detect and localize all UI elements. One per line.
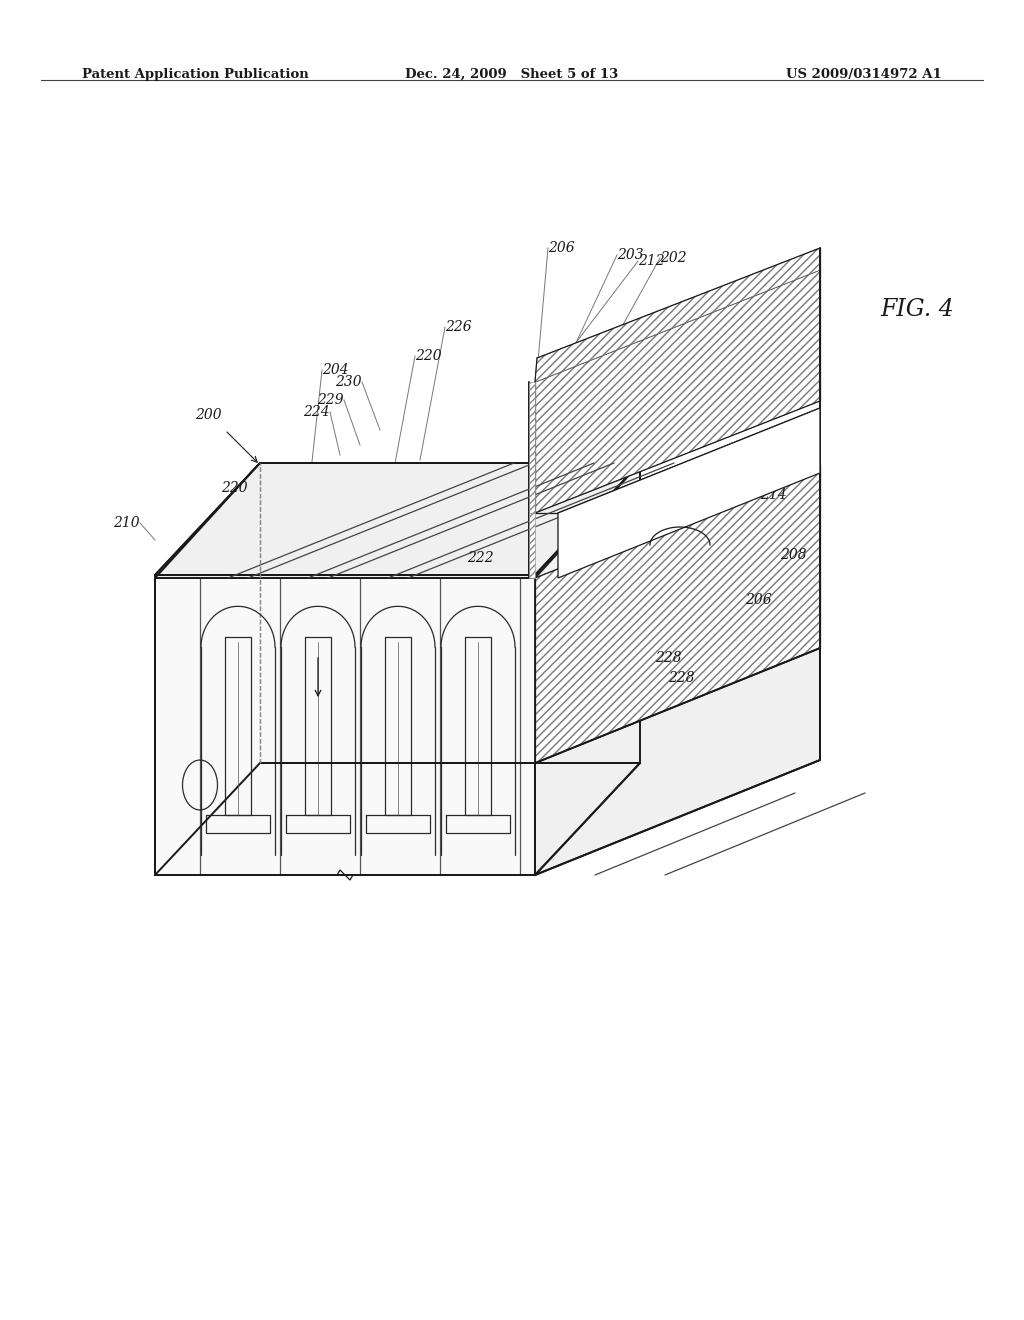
Text: 206: 206 [745, 593, 772, 607]
Text: 224: 224 [303, 405, 330, 418]
Text: Patent Application Publication: Patent Application Publication [82, 69, 309, 81]
Polygon shape [155, 578, 535, 875]
Polygon shape [535, 271, 820, 513]
Text: 214: 214 [760, 488, 786, 502]
Polygon shape [155, 463, 640, 578]
Polygon shape [558, 408, 820, 578]
Polygon shape [529, 513, 535, 578]
Polygon shape [155, 463, 640, 576]
Text: 228: 228 [655, 651, 682, 665]
Text: 204: 204 [322, 363, 348, 378]
Text: 226: 226 [445, 319, 472, 334]
Polygon shape [535, 248, 820, 381]
Text: US 2009/0314972 A1: US 2009/0314972 A1 [786, 69, 942, 81]
Text: 206: 206 [548, 242, 574, 255]
Polygon shape [535, 648, 820, 875]
Text: 202: 202 [660, 251, 687, 265]
Text: 208: 208 [780, 548, 807, 562]
Text: Dec. 24, 2009   Sheet 5 of 13: Dec. 24, 2009 Sheet 5 of 13 [406, 69, 618, 81]
Polygon shape [535, 465, 820, 763]
Text: 222: 222 [467, 550, 494, 565]
Text: 220: 220 [221, 480, 248, 495]
Polygon shape [535, 463, 640, 875]
Text: 210: 210 [114, 516, 140, 531]
Text: 229: 229 [317, 393, 344, 407]
Text: 200: 200 [195, 408, 221, 422]
Text: 220: 220 [415, 348, 441, 363]
Text: 228: 228 [668, 671, 694, 685]
Text: 230: 230 [336, 375, 362, 389]
Text: FIG. 4: FIG. 4 [880, 298, 953, 322]
Polygon shape [529, 381, 535, 513]
Text: 212: 212 [638, 253, 665, 268]
Polygon shape [155, 576, 535, 875]
Text: 203: 203 [617, 248, 644, 261]
